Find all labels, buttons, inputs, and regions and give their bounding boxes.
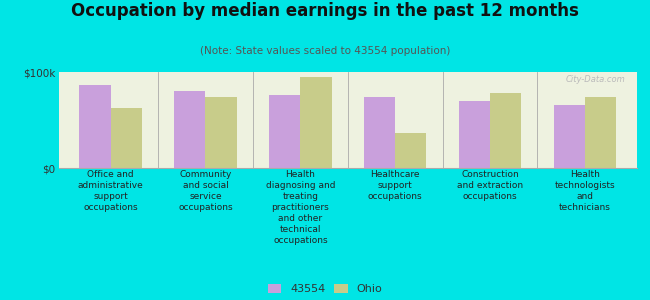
Bar	[111, 109, 142, 168]
Bar	[174, 91, 205, 168]
Bar	[554, 105, 585, 168]
Text: Health
diagnosing and
treating
practitioners
and other
technical
occupations: Health diagnosing and treating practitio…	[266, 170, 335, 245]
Bar	[585, 97, 616, 168]
Bar	[300, 77, 332, 168]
Bar	[205, 97, 237, 168]
Legend: 43554, Ohio: 43554, Ohio	[268, 284, 382, 294]
Bar	[395, 134, 426, 168]
Bar	[459, 101, 490, 168]
Text: Occupation by median earnings in the past 12 months: Occupation by median earnings in the pas…	[71, 2, 579, 20]
Text: City-Data.com: City-Data.com	[566, 75, 625, 84]
Bar	[364, 97, 395, 168]
Bar	[269, 95, 300, 168]
Bar	[79, 85, 110, 168]
Text: (Note: State values scaled to 43554 population): (Note: State values scaled to 43554 popu…	[200, 46, 450, 56]
Text: Healthcare
support
occupations: Healthcare support occupations	[368, 170, 422, 201]
Text: Health
technologists
and
technicians: Health technologists and technicians	[554, 170, 615, 212]
Text: Community
and social
service
occupations: Community and social service occupations	[178, 170, 233, 212]
Bar	[490, 93, 521, 168]
Text: Construction
and extraction
occupations: Construction and extraction occupations	[457, 170, 523, 201]
Text: Office and
administrative
support
occupations: Office and administrative support occupa…	[78, 170, 144, 212]
